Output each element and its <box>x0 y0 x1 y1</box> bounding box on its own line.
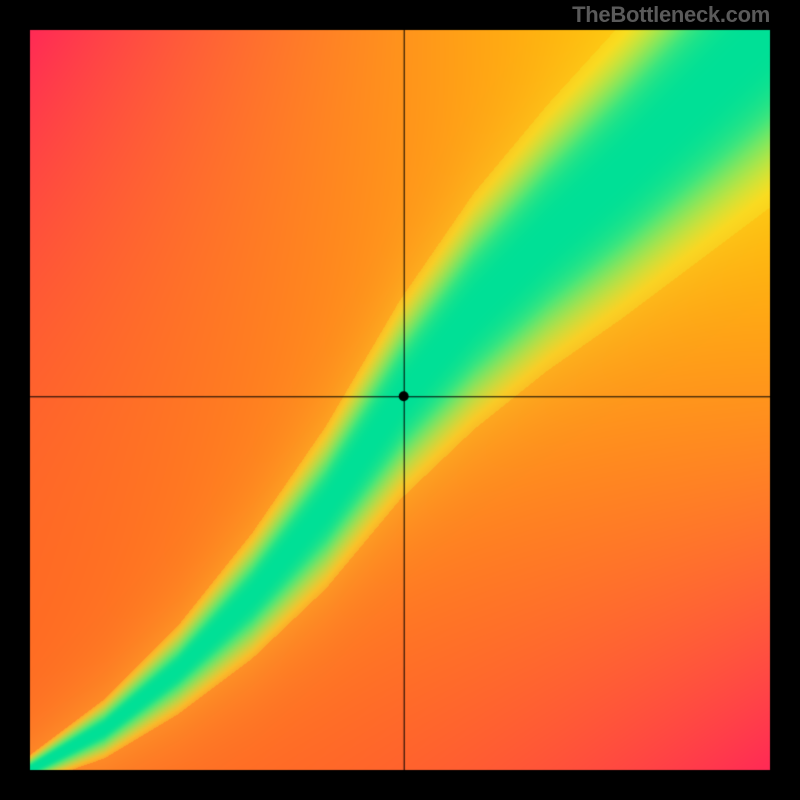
bottleneck-heatmap <box>0 0 800 800</box>
chart-container: TheBottleneck.com <box>0 0 800 800</box>
watermark-text: TheBottleneck.com <box>572 2 770 28</box>
